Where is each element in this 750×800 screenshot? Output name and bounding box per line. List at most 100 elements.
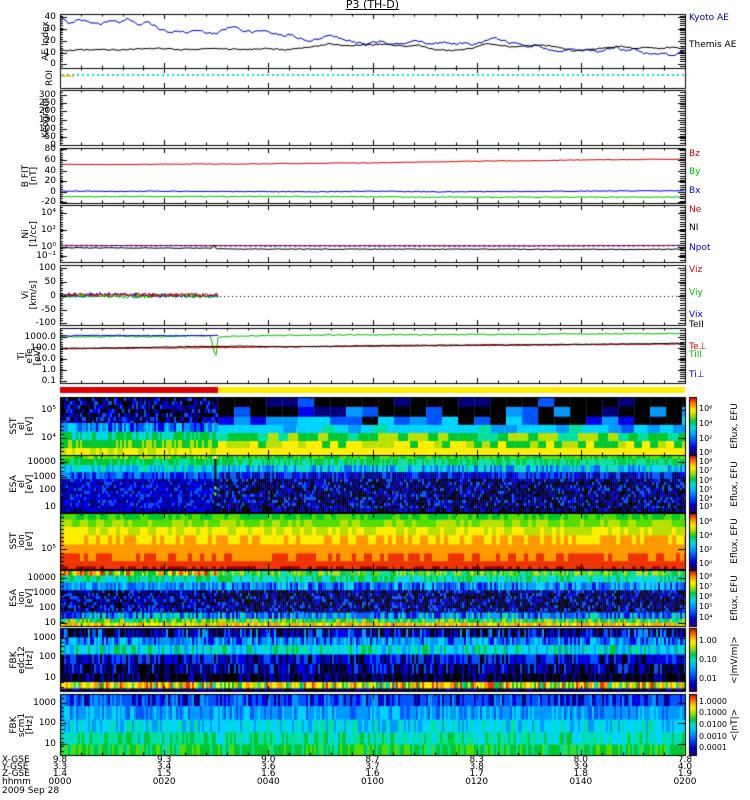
axis-value-x-gse-1: 9.3 [156, 755, 172, 765]
colorbar-tick-label-esa_e-4: 10⁴ [699, 493, 713, 503]
ytick-label-fbk_b-1: 100 [38, 718, 56, 729]
axis-value-z-gse-5: 1.8 [573, 769, 588, 779]
ytick-label-keogram-3: 150 [38, 115, 56, 126]
panel-left-label-roi-line: ROI [45, 70, 55, 86]
ytick-label-fbk_b-2: 10 [44, 739, 56, 750]
ytick-label-esa_e-3: 10 [44, 501, 56, 512]
ytick-label-esa_e-2: 100 [38, 485, 56, 496]
colorbar-tick-label-sst_i-3: 10⁰ [699, 558, 713, 568]
ytick-label-ni-0: 10⁴ [40, 207, 56, 218]
ytick-label-bfit-2: 40 [44, 165, 56, 176]
ytick-label-ae-4: 0 [50, 59, 56, 70]
time-tick-label-3: 0100 [361, 777, 384, 787]
colorbar-tick-label-esa_i-0: 10⁸ [699, 572, 713, 582]
panel-left-label-sst_e: SST el [eV] [9, 417, 35, 436]
axis-row-label-hhmm: hhmm [2, 777, 31, 787]
ytick-label-fbk_b-0: 1000 [33, 698, 56, 709]
ytick-label-temp-2: 10.0 [35, 353, 56, 364]
axis-value-y-gse-0: 3.3 [52, 762, 68, 772]
ytick-label-bfit-3: 20 [44, 176, 56, 186]
ytick-label-sst_e-0: 10⁵ [40, 404, 56, 415]
colorbar-unit-label-sst_i: Eflux, EFU [730, 518, 740, 564]
ytick-label-temp-4: 0.1 [41, 375, 56, 386]
ytick-label-keogram-5: 50 [44, 131, 56, 142]
ytick-label-keogram-6: 0 [50, 140, 56, 150]
axis-value-y-gse-4: 3.8 [469, 762, 484, 772]
colorbar-tick-label-esa_e-5: 10³ [699, 501, 713, 511]
ytick-label-ae-2: 20 [44, 36, 56, 46]
colorbar-tick-label-fbk_e-0: 1.00 [699, 636, 717, 646]
ytick-label-vi-4: -100 [35, 318, 56, 329]
legend-label-ni-2: Npot [689, 242, 711, 253]
colorbar-tick-label-esa_e-3: 10⁵ [699, 484, 713, 494]
legend-label-vi-2: Vix [689, 309, 703, 320]
axis-value-x-gse-3: 8.7 [365, 755, 380, 765]
ytick-label-ae-3: 10 [44, 47, 56, 58]
colorbar-tick-label-fbk_e-1: 0.10 [699, 655, 717, 664]
ytick-label-esa_i-0: 10000 [27, 572, 56, 583]
legend-label-bfit-2: Bx [689, 185, 701, 196]
ytick-label-temp-3: 1.0 [41, 364, 56, 375]
axis-value-z-gse-6: 1.9 [677, 769, 693, 779]
colorbar-tick-label-fbk_b-0: 1.0000 [699, 696, 727, 706]
colorbar-tick-label-sst_e-2: 10² [699, 433, 713, 443]
ytick-label-vi-1: 50 [44, 276, 56, 287]
colorbar-tick-label-esa_e-0: 10⁸ [699, 457, 713, 467]
axis-value-z-gse-1: 1.5 [156, 769, 172, 779]
ytick-label-sst_i-0: 10⁵ [40, 544, 56, 555]
ytick-label-keogram-0: 300 [38, 89, 56, 100]
colorbar-tick-label-sst_e-3: 10⁰ [699, 447, 713, 457]
axis-value-x-gse-2: 9.0 [261, 755, 276, 765]
colorbar-tick-label-fbk_e-2: 0.01 [699, 673, 717, 683]
axis-value-y-gse-5: 3.9 [573, 762, 588, 772]
axis-value-x-gse-4: 8.3 [469, 755, 484, 765]
legend-label-ni-0: Ne [689, 205, 702, 216]
colorbar-tick-label-sst_i-1: 10⁴ [699, 530, 713, 540]
axis-row-label-2: Z-GSE [2, 769, 30, 779]
colorbar-unit-label-fbk_e-line: <|mV/m|> [730, 635, 740, 684]
axis-value-y-gse-2: 3.6 [261, 762, 276, 772]
colorbar-tick-label-fbk_b-4: 0.0001 [699, 743, 727, 753]
axis-value-x-gse-6: 7.8 [677, 755, 693, 765]
ytick-label-bfit-1: 60 [44, 154, 56, 165]
colorbar-tick-label-sst_e-1: 10⁴ [699, 418, 713, 428]
ytick-label-esa_e-0: 10000 [27, 456, 56, 467]
colorbar-tick-label-esa_i-3: 10⁵ [699, 602, 713, 612]
ytick-label-keogram-4: 100 [38, 123, 56, 134]
colorbar-unit-label-sst_i-line: Eflux, EFU [730, 518, 740, 564]
ytick-label-vi-3: -50 [41, 305, 56, 315]
colorbar-tick-label-esa_i-4: 10⁴ [699, 612, 713, 622]
ytick-label-ae-1: 30 [44, 24, 56, 35]
colorbar-unit-label-sst_e: Eflux, EFU [730, 403, 740, 449]
colorbar-unit-label-esa_e-line: Eflux, EFU [730, 460, 740, 507]
legend-label-ae-0: Kyoto AE [689, 12, 729, 23]
colorbar-tick-label-esa_i-2: 10⁶ [699, 592, 713, 602]
colorbar-unit-label-esa_i: Eflux, EFU [730, 575, 740, 621]
ytick-label-ae-0: 40 [44, 12, 56, 23]
time-tick-label-4: 0120 [465, 777, 489, 787]
time-tick-label-0: 0000 [48, 777, 72, 787]
ytick-label-bfit-4: 0 [50, 187, 56, 197]
panel-left-label-roi: ROI [45, 70, 55, 86]
axis-value-y-gse-1: 3.4 [156, 762, 172, 772]
time-tick-label-6: 0200 [673, 777, 697, 787]
ytick-label-fbk_e-2: 10 [44, 672, 56, 683]
axis-row-label-0: X-GSE [2, 755, 30, 765]
time-tick-label-5: 0140 [569, 777, 593, 787]
colorbar-tick-label-esa_i-1: 10⁷ [699, 582, 713, 592]
colorbar-unit-label-esa_e: Eflux, EFU [730, 460, 740, 507]
axis-value-z-gse-3: 1.6 [365, 769, 380, 779]
ytick-label-vi-2: 0 [50, 291, 56, 302]
legend-label-bfit-1: By [689, 167, 701, 178]
legend-label-temp-3: Ti⊥ [689, 369, 705, 380]
legend-label-bfit-0: Bz [689, 148, 700, 159]
colorbar-unit-label-fbk_e: <|mV/m|> [730, 635, 740, 684]
axis-value-z-gse-2: 1.6 [261, 769, 276, 779]
axis-value-x-gse-0: 9.8 [52, 755, 68, 765]
colorbar-tick-label-fbk_b-2: 0.0100 [699, 720, 727, 729]
ytick-label-esa_i-3: 10 [44, 618, 56, 629]
axis-value-z-gse-4: 1.7 [469, 769, 484, 779]
colorbar-tick-label-fbk_b-3: 0.0010 [699, 731, 727, 741]
